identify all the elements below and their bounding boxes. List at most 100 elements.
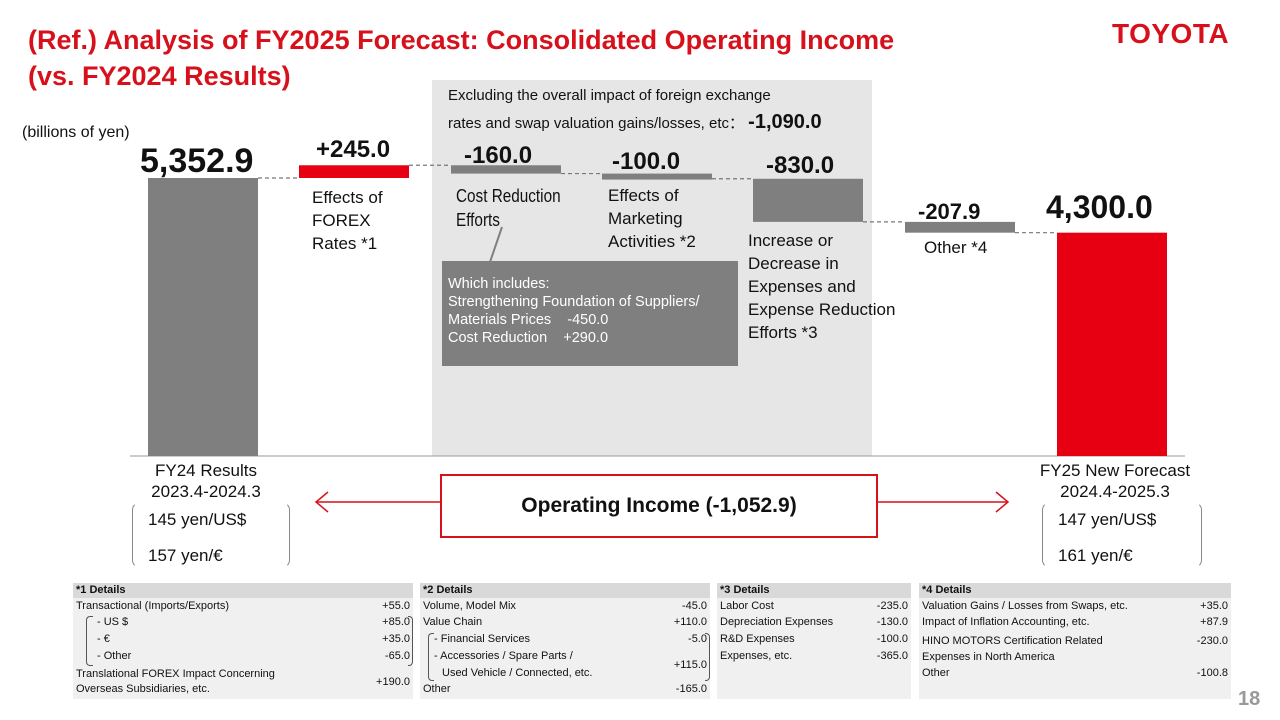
details-row-value: -230.0 [1196,635,1228,647]
details-row: Other -165.0 [423,683,707,695]
details-row: Value Chain +110.0 [423,616,707,628]
fy25-heading: FY25 New Forecast 2024.4-2025.3 [1020,460,1210,502]
page-title: (Ref.) Analysis of FY2025 Forecast: Cons… [28,22,894,94]
expenses-label: Increase or Decrease in Expenses and Exp… [748,229,895,344]
details-row-value: +190.0 [376,676,410,688]
details-row: Depreciation Expenses -130.0 [720,616,908,628]
expenses-label-line: Expense Reduction [748,300,896,319]
fy25-eur-rate: 161 yen/€ [1058,546,1133,565]
details-row: Transactional (Imports/Exports) +55.0 [76,600,410,612]
details-row-value: +55.0 [382,600,410,612]
fy25-title: FY25 New Forecast [1039,461,1191,480]
details-row-label: - Accessories / Spare Parts / [434,650,573,662]
callout-line: Strengthening Foundation of Suppliers/ [448,294,700,310]
cost-reduction-bar [451,165,561,174]
marketing-bar [602,173,712,180]
details-row-value: -235.0 [876,600,908,612]
expenses-bar [753,178,863,222]
right-arrow-icon [878,491,1010,513]
details-table-1: *1 Details Transactional (Imports/Export… [73,583,413,699]
fy25-period: 2024.4-2025.3 [1060,482,1170,501]
excluding-note-line-1: Excluding the overall impact of foreign … [448,87,771,104]
page-number: 18 [1238,688,1261,710]
unit-label: (billions of yen) [22,124,130,141]
forex-label-line: Rates *1 [312,234,378,253]
left-arrow-icon [314,491,440,513]
fy24-usd-rate: 145 yen/US$ [148,510,247,529]
details-row-label: Transactional (Imports/Exports) [76,600,230,612]
details-row-value: -165.0 [675,683,707,695]
callout-line: Which includes: [448,276,550,292]
details-row-label: - € [97,633,110,645]
details-2-bracket-right [705,633,710,681]
details-row-label: Value Chain [423,616,483,628]
other-bar [905,221,1015,233]
cost-reduction-breakdown-callout: Which includes: Strengthening Foundation… [442,261,738,366]
details-2-header: *2 Details [420,583,710,598]
details-row-value: -130.0 [876,616,908,628]
forex-label: Effects of FOREX Rates *1 [312,186,383,255]
marketing-value-label: -100.0 [612,148,681,175]
title-line-1: (Ref.) Analysis of FY2025 Forecast: Cons… [28,25,895,55]
forex-value-label: +245.0 [316,136,391,163]
details-row-value: -65.0 [384,650,410,662]
details-row-label: Impact of Inflation Accounting, etc. [922,616,1090,628]
details-table-4: *4 Details Valuation Gains / Losses from… [919,583,1231,699]
details-row-value: +35.0 [382,633,410,645]
details-row-label: Overseas Subsidiaries, etc. [76,683,210,695]
marketing-label-line: Marketing [608,209,683,228]
fy25-value-label: 4,300.0 [1046,189,1153,225]
details-row-value: +110.0 [673,616,707,628]
fy24-title: FY24 Results [154,461,258,480]
fy24-period: 2023.4-2024.3 [151,482,261,501]
marketing-label-line: Activities *2 [608,232,696,251]
details-row-value: -100.8 [1196,667,1228,679]
expenses-label-line: Efforts *3 [748,323,818,342]
cost-label-line: Efforts [456,210,500,230]
other-value-label: -207.9 [918,199,981,224]
details-row: - € +35.0 [97,633,410,645]
title-line-2: (vs. FY2024 Results) [28,61,291,91]
details-row-label: Labor Cost [720,600,774,612]
details-1-bracket-left [86,616,93,666]
operating-income-box: Operating Income (-1,052.9) [440,474,878,538]
details-table-2: *2 Details Volume, Model Mix -45.0 Value … [420,583,710,699]
excluding-note-value: -1,090.0 [748,111,822,133]
other-label: Other *4 [924,238,988,257]
details-row-label: Other [423,683,451,695]
details-row-label: Translational FOREX Impact Concerning [76,668,275,680]
details-row-value: +87.9 [1200,616,1228,628]
details-row: - Financial Services -5.0 [434,633,707,645]
details-row-value: +35.0 [1200,600,1228,612]
details-row-label: Volume, Model Mix [423,600,516,612]
details-3-header: *3 Details [717,583,911,598]
details-row-value: -5.0 [688,633,707,645]
details-row-label: - Other [97,650,132,662]
details-table-3: *3 Details Labor Cost -235.0 Depreciation… [717,583,911,699]
details-row: Impact of Inflation Accounting, etc. +87.… [922,616,1228,628]
fy24-heading: FY24 Results 2023.4-2024.3 [128,460,284,502]
fy24-results-bar [148,178,258,456]
details-row: HINO MOTORS Certification Related Expense… [922,633,1228,665]
details-row: Other -100.8 [922,667,1228,679]
details-row-label: Expenses in North America [922,651,1055,663]
cost-label: Cost Reduction Efforts [456,184,561,232]
details-row-value: +115.0 [673,659,707,671]
details-row-label: - US $ [97,616,129,628]
marketing-label-line: Effects of [608,186,679,205]
fy24-value-label: 5,352.9 [140,142,254,180]
excluding-note: Excluding the overall impact of foreign … [448,86,822,134]
callout-line: Materials Prices -450.0 [448,312,609,328]
details-row-label: Expenses, etc. [720,650,793,662]
callout-leader-line [489,226,503,263]
fy25-forecast-bar [1057,232,1167,456]
details-row: Valuation Gains / Losses from Swaps, etc… [922,600,1228,612]
details-row: Volume, Model Mix -45.0 [423,600,707,612]
details-row: Labor Cost -235.0 [720,600,908,612]
details-row-label: - Financial Services [434,633,530,645]
callout-line: Cost Reduction +290.0 [448,330,609,346]
fy25-rates-bracket [1042,502,1202,568]
forex-label-line: Effects of [312,188,383,207]
